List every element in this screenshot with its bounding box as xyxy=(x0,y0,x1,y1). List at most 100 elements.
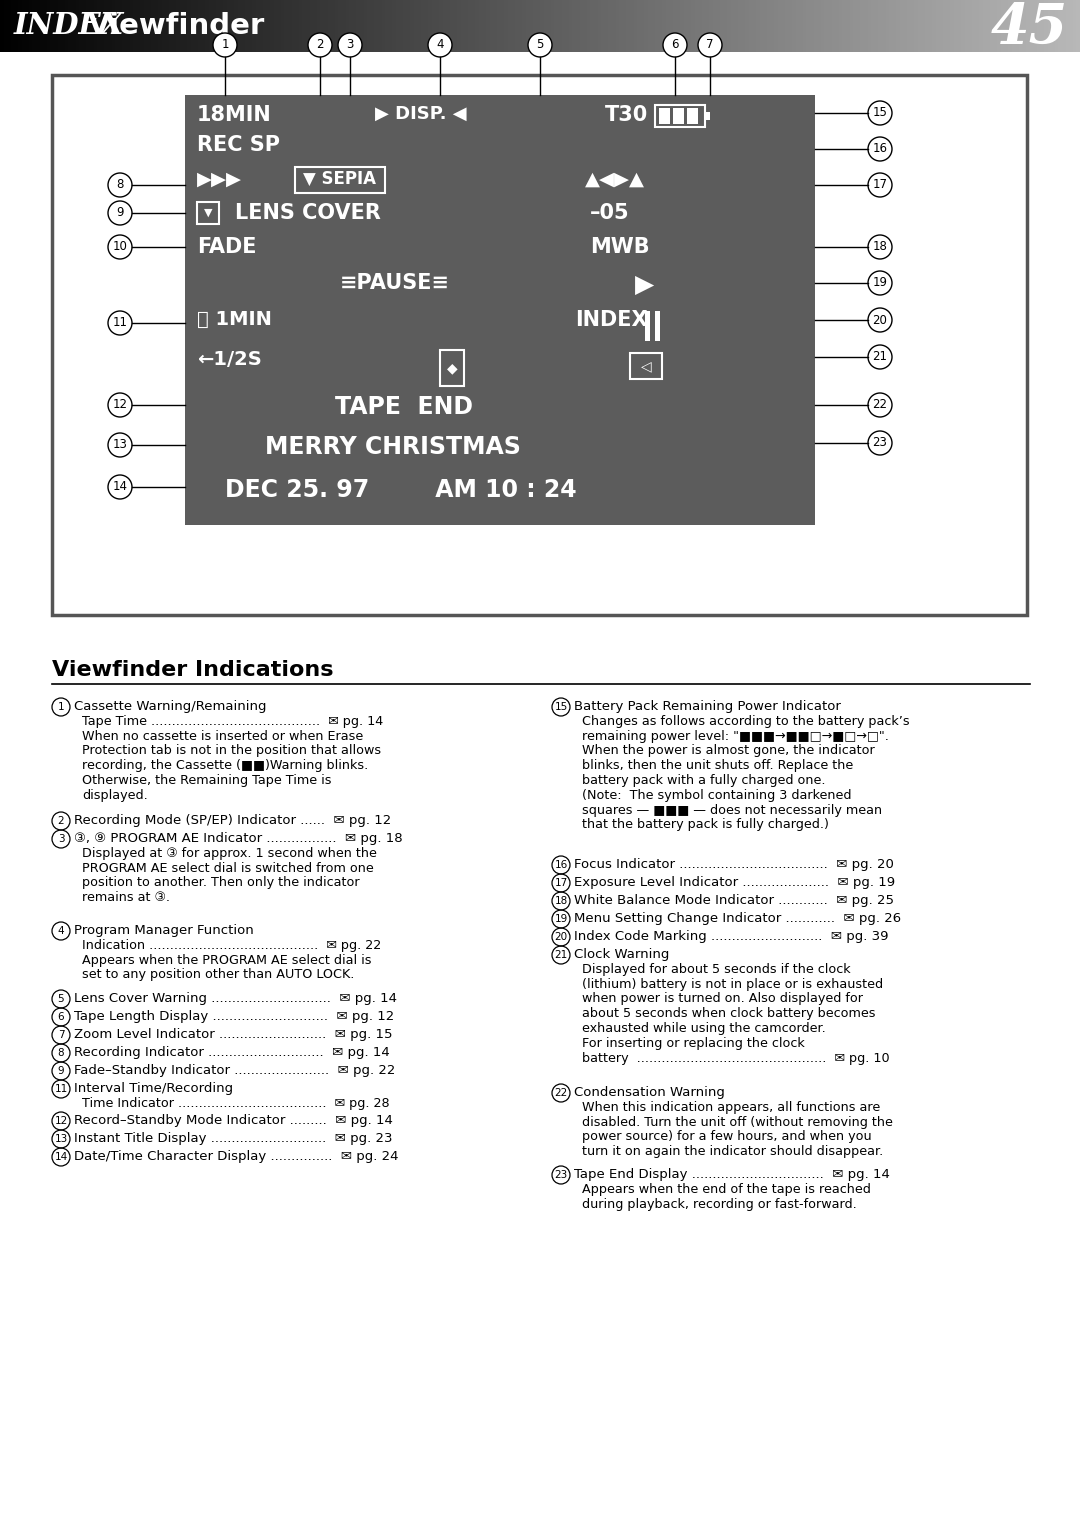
Text: Tape End Display ................................  ✉ pg. 14: Tape End Display .......................… xyxy=(573,1168,890,1180)
Bar xyxy=(511,0,515,52)
Bar xyxy=(440,0,443,52)
Text: Time Indicator ....................................  ✉ pg. 28: Time Indicator .........................… xyxy=(82,1096,390,1110)
Bar xyxy=(526,0,529,52)
Bar xyxy=(180,0,184,52)
Text: Date/Time Character Display ...............  ✉ pg. 24: Date/Time Character Display ............… xyxy=(75,1150,399,1164)
Bar xyxy=(515,0,518,52)
Bar xyxy=(543,0,548,52)
Text: 45: 45 xyxy=(990,0,1068,55)
Bar xyxy=(321,0,324,52)
Bar xyxy=(1004,0,1009,52)
Bar xyxy=(194,0,199,52)
Bar xyxy=(454,0,458,52)
Circle shape xyxy=(868,173,892,198)
Bar xyxy=(421,0,426,52)
Bar xyxy=(662,0,666,52)
Bar xyxy=(893,0,896,52)
Bar xyxy=(52,75,1027,615)
Bar xyxy=(170,0,173,52)
Text: 15: 15 xyxy=(554,702,568,711)
Bar xyxy=(792,0,796,52)
Bar xyxy=(1029,0,1034,52)
Text: during playback, recording or fast-forward.: during playback, recording or fast-forwa… xyxy=(582,1197,856,1211)
Bar xyxy=(126,0,130,52)
Bar xyxy=(105,0,108,52)
Text: ▶: ▶ xyxy=(635,273,654,297)
Bar xyxy=(673,107,684,124)
Bar xyxy=(219,0,224,52)
Bar xyxy=(185,95,815,524)
Bar xyxy=(731,0,734,52)
Bar xyxy=(910,0,915,52)
Text: 19: 19 xyxy=(554,914,568,924)
Bar xyxy=(364,0,367,52)
Bar xyxy=(688,0,691,52)
Bar xyxy=(850,0,853,52)
Bar xyxy=(867,0,872,52)
Bar xyxy=(619,0,623,52)
Bar xyxy=(389,0,393,52)
Bar xyxy=(418,0,421,52)
Bar xyxy=(710,0,713,52)
Text: exhausted while using the camcorder.: exhausted while using the camcorder. xyxy=(582,1023,826,1035)
Bar xyxy=(486,0,490,52)
Bar xyxy=(36,0,40,52)
Circle shape xyxy=(108,235,132,259)
Text: Menu Setting Change Indicator ............  ✉ pg. 26: Menu Setting Change Indicator ..........… xyxy=(573,912,901,924)
Text: ◁: ◁ xyxy=(640,359,651,373)
Bar xyxy=(396,0,400,52)
Bar xyxy=(468,0,472,52)
Bar xyxy=(259,0,264,52)
Circle shape xyxy=(868,345,892,369)
Text: 23: 23 xyxy=(873,437,888,449)
Bar xyxy=(1051,0,1055,52)
Bar xyxy=(504,0,508,52)
Text: Appears when the end of the tape is reached: Appears when the end of the tape is reac… xyxy=(582,1183,870,1196)
Bar xyxy=(612,0,616,52)
Bar xyxy=(62,0,65,52)
Text: 1: 1 xyxy=(221,38,229,52)
Text: 15: 15 xyxy=(873,106,888,120)
Bar xyxy=(65,0,69,52)
Text: For inserting or replacing the clock: For inserting or replacing the clock xyxy=(582,1036,805,1050)
Bar xyxy=(958,0,961,52)
Text: squares — ■■■ — does not necessarily mean: squares — ■■■ — does not necessarily mea… xyxy=(582,803,882,817)
Bar xyxy=(349,0,353,52)
Text: Zoom Level Indicator ..........................  ✉ pg. 15: Zoom Level Indicator ...................… xyxy=(75,1029,392,1041)
Bar xyxy=(810,0,814,52)
Text: turn it on again the indicator should disappear.: turn it on again the indicator should di… xyxy=(582,1145,883,1159)
Text: 9: 9 xyxy=(57,1065,65,1076)
Text: When the power is almost gone, the indicator: When the power is almost gone, the indic… xyxy=(582,745,875,757)
Bar xyxy=(100,0,105,52)
Text: set to any position other than AUTO LOCK.: set to any position other than AUTO LOCK… xyxy=(82,969,354,981)
Text: Condensation Warning: Condensation Warning xyxy=(573,1085,725,1099)
Circle shape xyxy=(108,475,132,500)
Text: 21: 21 xyxy=(554,950,568,960)
Bar xyxy=(122,0,126,52)
Bar xyxy=(489,0,494,52)
Bar xyxy=(292,0,296,52)
Bar xyxy=(248,0,253,52)
Text: 7: 7 xyxy=(706,38,714,52)
Text: Interval Time/Recording: Interval Time/Recording xyxy=(75,1082,233,1095)
Circle shape xyxy=(108,201,132,225)
Text: ▼: ▼ xyxy=(204,208,213,218)
Text: 22: 22 xyxy=(873,399,888,411)
Text: White Balance Mode Indicator ............  ✉ pg. 25: White Balance Mode Indicator ...........… xyxy=(573,894,894,908)
Text: 10: 10 xyxy=(112,241,127,253)
Text: 12: 12 xyxy=(112,399,127,411)
Text: 18MIN: 18MIN xyxy=(197,104,272,126)
Bar xyxy=(316,0,321,52)
Bar xyxy=(972,0,976,52)
Bar xyxy=(386,0,389,52)
Text: ③, ⑨ PROGRAM AE Indicator .................  ✉ pg. 18: ③, ⑨ PROGRAM AE Indicator ..............… xyxy=(75,832,403,845)
Bar xyxy=(273,0,278,52)
Bar xyxy=(407,0,410,52)
Bar xyxy=(197,202,219,224)
Bar xyxy=(173,0,177,52)
Bar xyxy=(198,0,202,52)
Bar xyxy=(508,0,512,52)
Text: Displayed at ③ for approx. 1 second when the: Displayed at ③ for approx. 1 second when… xyxy=(82,846,377,860)
Bar xyxy=(532,0,537,52)
Text: Focus Indicator ....................................  ✉ pg. 20: Focus Indicator ........................… xyxy=(573,858,894,871)
